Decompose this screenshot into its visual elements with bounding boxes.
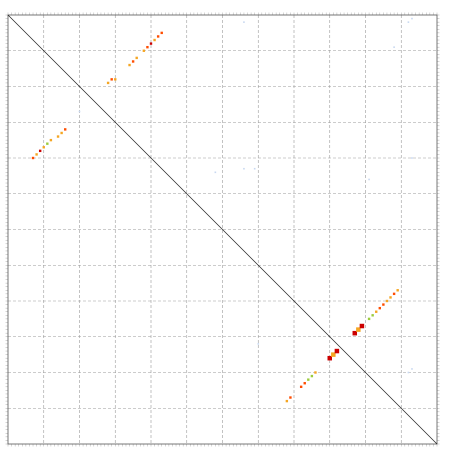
data-point bbox=[327, 355, 332, 361]
data-point bbox=[299, 385, 303, 388]
data-point bbox=[78, 110, 81, 113]
data-point bbox=[131, 60, 135, 63]
data-point bbox=[60, 131, 63, 135]
data-point bbox=[142, 49, 146, 52]
data-point bbox=[156, 35, 160, 38]
plot-frame bbox=[7, 14, 438, 445]
data-point bbox=[407, 371, 410, 374]
data-point bbox=[49, 138, 53, 142]
data-point bbox=[310, 374, 314, 378]
data-point bbox=[382, 303, 385, 306]
data-point bbox=[334, 348, 340, 354]
data-point bbox=[214, 171, 217, 174]
data-point bbox=[411, 17, 413, 20]
data-point bbox=[128, 63, 131, 67]
data-point bbox=[356, 327, 361, 332]
data-point bbox=[160, 31, 163, 35]
data-point bbox=[35, 153, 38, 156]
data-point bbox=[64, 128, 67, 131]
data-point bbox=[31, 156, 35, 160]
data-point bbox=[368, 178, 370, 181]
data-point bbox=[46, 142, 49, 145]
data-point bbox=[392, 292, 396, 296]
axis-tick-marks bbox=[5, 12, 440, 447]
data-point bbox=[253, 167, 256, 170]
data-point bbox=[393, 46, 395, 48]
data-point bbox=[42, 146, 45, 149]
data-point bbox=[407, 21, 410, 23]
dot-points bbox=[31, 17, 413, 403]
data-point bbox=[396, 289, 399, 292]
data-point bbox=[303, 382, 306, 385]
data-point bbox=[114, 78, 117, 81]
diagonal-line bbox=[7, 14, 438, 445]
data-point bbox=[135, 56, 138, 60]
data-point bbox=[411, 368, 413, 370]
data-point bbox=[352, 330, 358, 336]
data-point bbox=[389, 296, 392, 299]
data-point bbox=[359, 323, 365, 329]
data-point bbox=[56, 135, 60, 138]
data-point bbox=[38, 149, 42, 153]
data-point bbox=[153, 38, 156, 42]
data-point bbox=[289, 396, 292, 399]
data-point bbox=[385, 299, 389, 303]
data-point bbox=[331, 352, 336, 357]
data-point bbox=[378, 306, 381, 310]
data-point bbox=[243, 167, 245, 170]
data-point bbox=[110, 78, 113, 81]
data-point bbox=[367, 317, 371, 321]
data-point bbox=[411, 157, 413, 159]
data-point bbox=[106, 81, 110, 85]
data-point bbox=[243, 21, 245, 23]
data-point bbox=[375, 310, 378, 313]
data-point bbox=[371, 314, 374, 317]
data-point bbox=[149, 42, 153, 45]
data-point bbox=[257, 343, 260, 345]
data-point bbox=[146, 45, 149, 49]
data-point bbox=[307, 378, 310, 381]
data-point bbox=[285, 399, 289, 403]
data-point bbox=[314, 371, 317, 374]
